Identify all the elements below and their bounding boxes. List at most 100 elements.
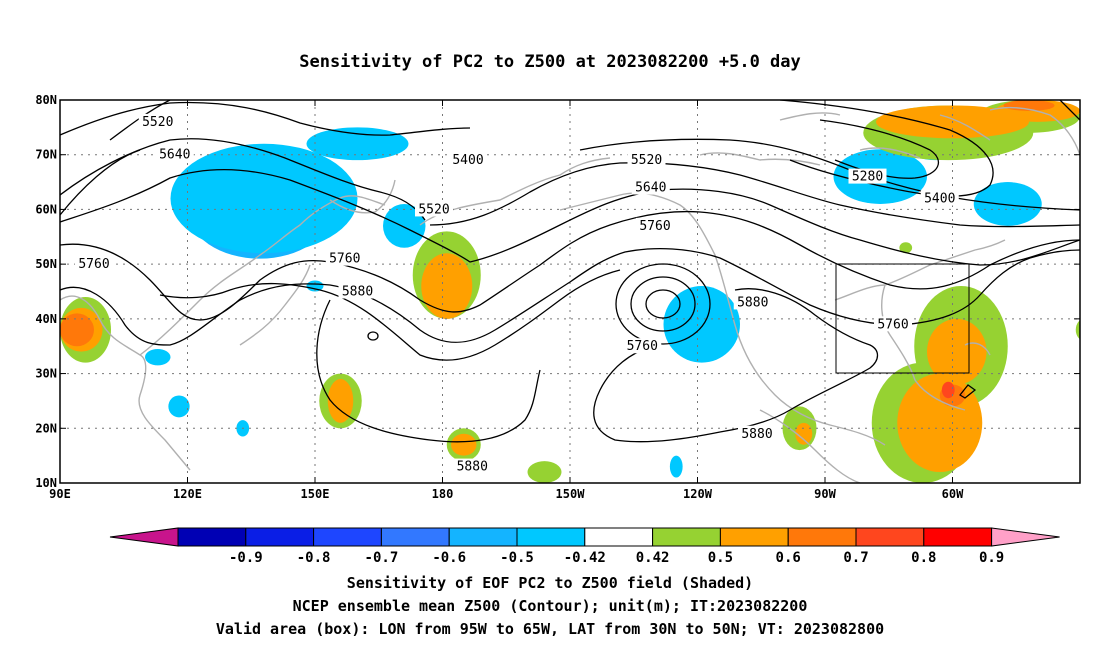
coastline-kamchatka [329,179,396,214]
contour-label: 5760 [627,339,658,354]
shaded-region-pos-07 [941,381,955,399]
x-tick-label: 120W [683,487,713,501]
contour-label: 5760 [639,219,670,234]
contour-label: 5400 [924,191,955,206]
colorbar-label: 0.6 [776,550,801,566]
contour-label: 5760 [78,257,109,272]
coastline-canada-arctic [699,112,991,166]
contour-label: 5520 [142,115,173,130]
colorbar-label: 0.42 [636,550,670,566]
contour-label: 5760 [877,317,908,332]
x-tick-label: 90W [814,487,836,501]
x-tick-label: 60W [942,487,964,501]
contour-label: 5880 [342,285,373,300]
x-tick-label: 120E [173,487,202,501]
colorbar-label: -0.6 [432,550,466,566]
caption-shaded: Sensitivity of EOF PC2 to Z500 field (Sh… [347,574,753,592]
colorbar-label: -0.5 [500,550,534,566]
colorbar-segment [719,527,789,547]
sensitivity-shading [60,100,1080,483]
contour-label-background [453,458,492,474]
shaded-region-pos-042 [527,461,562,483]
colorbar-segment [177,527,247,547]
figure-title: Sensitivity of PC2 to Z500 at 2023082200… [299,52,801,72]
shaded-region-pos-05 [327,379,354,423]
colorbar-label: -0.7 [365,550,399,566]
shaded-region-neg-042 [170,143,358,254]
shaded-region-pos-042 [899,242,913,254]
z500-contour-line [159,269,621,361]
colorbar-segment [787,527,857,547]
contour-label-background [155,146,194,162]
y-tick-label: 50N [35,257,57,271]
contour-label-background [338,283,377,299]
valid-area-box [835,263,970,374]
contour-label: 5400 [452,153,483,168]
x-tick-label: 180 [432,487,454,501]
z500-contour-line [959,384,977,399]
shaded-region-pos-05 [421,253,473,319]
z500-closed-low-inner [645,289,681,319]
colorbar-segment [448,527,518,547]
colorbar-segment [313,527,382,547]
shaded-region-pos-05 [451,433,477,456]
contour-label-background [627,152,666,168]
x-tick-label: 150W [556,487,586,501]
contour-label-background [920,190,959,206]
contour-label: 5280 [852,170,883,185]
z500-contour-line [316,299,541,443]
shaded-region-neg-042 [145,348,171,366]
colorbar-segment [380,527,450,547]
caption-contour: NCEP ensemble mean Z500 (Contour); unit(… [293,597,808,615]
contour-label-background [874,316,912,332]
shaded-region-pos-042 [1075,320,1080,340]
contour-label-background [623,338,662,354]
colorbar-segment [855,527,925,547]
contour-label-background [848,168,887,184]
y-tick-label: 30N [35,367,57,381]
y-tick-label: 80N [35,93,57,107]
z500-closed-high-small [367,331,379,341]
contour-label-background [449,152,487,168]
y-tick-label: 20N [35,421,57,435]
contour-label-background [75,256,113,272]
contour-label-background [415,201,453,217]
colorbar-segment [923,527,993,547]
colorbar-segment [584,527,654,547]
contour-label: 5640 [635,181,666,196]
contour-label-background [733,294,772,310]
shaded-region-pos-06 [60,313,94,347]
coastline-central-america [759,409,861,483]
shaded-region-pos-05 [897,373,983,473]
contour-label-background [325,250,364,266]
colorbar-label: -0.8 [297,550,331,566]
colorbar-label: -0.9 [229,550,263,566]
contour-label: 5880 [457,460,488,475]
caption-valid-area: Valid area (box): LON from 95W to 65W, L… [216,620,884,638]
contour-label-background [631,179,670,195]
shaded-region-neg-042 [383,203,426,248]
shaded-region-neg-042 [973,182,1042,226]
colorbar-label: 0.7 [843,550,868,566]
contour-label: 5880 [737,295,768,310]
coastline-japan [239,264,311,346]
y-tick-label: 70N [35,148,57,162]
shaded-region-neg-042 [669,455,683,478]
lat-lon-grid [60,100,1080,483]
z500-closed-low-outer [615,263,711,345]
contour-label: 5520 [418,202,449,217]
z500-closed-low-middle [630,276,696,332]
colorbar: -0.9 -0.8 -0.7 -0.6 -0.5 -0.42 0.42 0.5 0.6 0.7 0.… [109,527,1060,566]
colorbar-label: 0.5 [708,550,733,566]
colorbar-label: 0.9 [979,550,1004,566]
shaded-region-pos-05 [927,318,987,385]
map-panel: 5520 5640 5400 5520 5760 5760 5880 5520 5640 5760… [35,93,1081,501]
z500-contour-line [60,247,1080,346]
colorbar-segment [245,527,315,547]
colorbar-segment [516,527,586,547]
shaded-region-pos-05 [795,422,813,445]
contour-label: 5520 [631,153,662,168]
axis-ticks: 90E 120E 150E 180 150W 120W 90W 60W 80N 70N 60N 50N… [35,93,1080,501]
y-tick-label: 60N [35,202,57,216]
contour-label: 5760 [329,252,360,267]
